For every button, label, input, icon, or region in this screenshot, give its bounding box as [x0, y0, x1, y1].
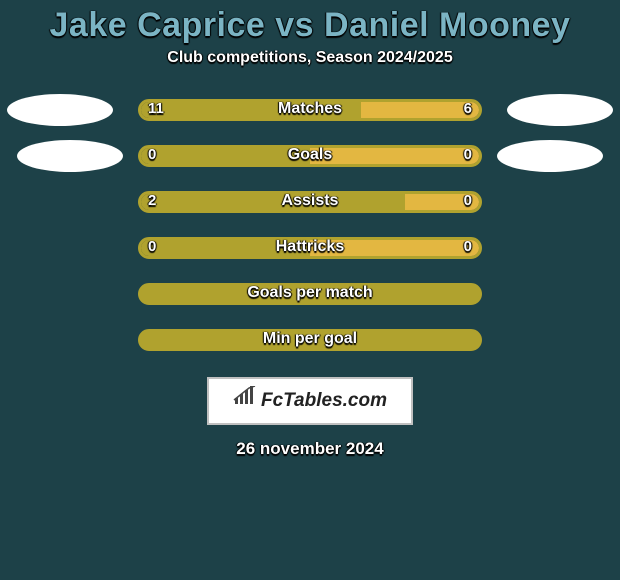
stat-bar — [138, 191, 482, 213]
bar-right-fill — [361, 102, 479, 118]
stat-row: Assists20 — [0, 189, 620, 235]
stat-row: Hattricks00 — [0, 235, 620, 281]
bar-right-fill — [310, 148, 479, 164]
bar-left-fill — [141, 102, 361, 118]
stat-bar — [138, 329, 482, 351]
stat-bar — [138, 283, 482, 305]
pie-right — [497, 140, 603, 172]
stat-row: Min per goal — [0, 327, 620, 373]
logo-box[interactable]: FcTables.com — [207, 377, 413, 425]
comparison-card: Jake Caprice vs Daniel Mooney Club compe… — [0, 6, 620, 580]
bar-right-fill — [310, 240, 479, 256]
pie-right — [507, 94, 613, 126]
stat-row: Matches116 — [0, 97, 620, 143]
logo-text: FcTables.com — [261, 390, 387, 411]
bar-left-fill — [141, 240, 310, 256]
pie-left — [7, 94, 113, 126]
stat-bar — [138, 99, 482, 121]
stat-row: Goals per match — [0, 281, 620, 327]
title: Jake Caprice vs Daniel Mooney — [0, 6, 620, 45]
bar-left-fill — [141, 194, 405, 210]
date: 26 november 2024 — [0, 439, 620, 459]
stat-bar — [138, 237, 482, 259]
stat-rows: Matches116Goals00Assists20Hattricks00Goa… — [0, 97, 620, 373]
stat-row: Goals00 — [0, 143, 620, 189]
subtitle: Club competitions, Season 2024/2025 — [0, 49, 620, 67]
logo-chart-icon — [233, 379, 257, 423]
bar-right-fill — [405, 194, 479, 210]
bar-left-fill — [141, 148, 310, 164]
pie-left — [17, 140, 123, 172]
stat-bar — [138, 145, 482, 167]
